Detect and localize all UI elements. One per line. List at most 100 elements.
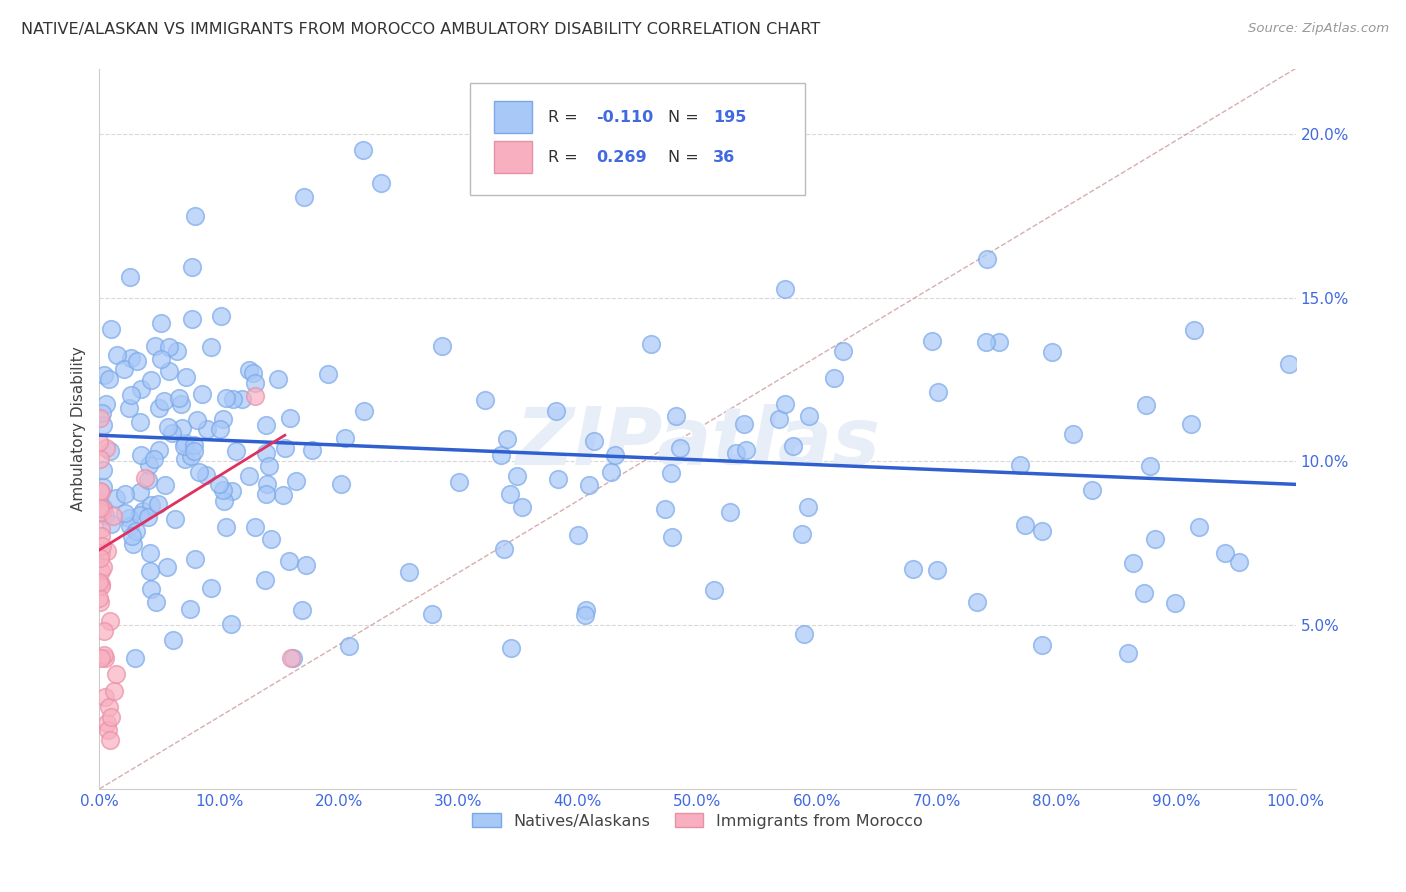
Point: [1122, 556, 1144, 570]
Point: [333, 431, 356, 445]
Point: [254, 446, 277, 460]
Point: [163, 512, 186, 526]
Point: [160, 425, 183, 440]
Point: [112, 362, 135, 376]
Point: [212, 493, 235, 508]
Point: [174, 452, 197, 467]
Point: [1133, 586, 1156, 600]
Point: [492, 542, 515, 557]
Text: -0.110: -0.110: [596, 110, 652, 125]
Point: [94, 441, 117, 455]
Point: [129, 415, 152, 429]
Point: [188, 465, 211, 479]
Point: [200, 340, 222, 354]
Point: [544, 404, 567, 418]
Point: [100, 517, 122, 532]
Point: [134, 471, 156, 485]
Point: [654, 501, 676, 516]
Point: [640, 336, 662, 351]
Point: [90, 529, 112, 543]
Point: [1040, 344, 1063, 359]
Point: [174, 436, 197, 450]
Point: [155, 559, 177, 574]
Point: [89, 411, 111, 425]
Point: [1143, 532, 1166, 546]
Point: [301, 443, 323, 458]
Point: [832, 344, 855, 359]
Point: [294, 558, 316, 573]
Point: [256, 476, 278, 491]
Point: [98, 372, 121, 386]
Point: [793, 627, 815, 641]
Point: [370, 176, 392, 190]
Point: [153, 394, 176, 409]
FancyBboxPatch shape: [470, 83, 806, 194]
Point: [599, 465, 621, 479]
Point: [575, 603, 598, 617]
Point: [725, 446, 748, 460]
Point: [96, 716, 118, 731]
Point: [121, 537, 143, 551]
Point: [93, 624, 115, 638]
Point: [98, 615, 121, 629]
Point: [1014, 517, 1036, 532]
Point: [148, 442, 170, 457]
Point: [567, 528, 589, 542]
Point: [1139, 459, 1161, 474]
Point: [138, 458, 160, 473]
Point: [114, 487, 136, 501]
Point: [157, 340, 180, 354]
Point: [94, 651, 117, 665]
Point: [90, 651, 112, 665]
Point: [170, 397, 193, 411]
Point: [284, 474, 307, 488]
Point: [208, 477, 231, 491]
Point: [155, 478, 177, 492]
Point: [254, 417, 277, 432]
Point: [280, 651, 302, 665]
Point: [104, 491, 127, 506]
Legend: Natives/Alaskans, Immigrants from Morocco: Natives/Alaskans, Immigrants from Morocc…: [465, 806, 929, 835]
Point: [118, 270, 141, 285]
Bar: [494, 101, 533, 133]
Point: [242, 366, 264, 380]
Point: [181, 260, 204, 274]
Point: [89, 501, 111, 516]
Point: [100, 322, 122, 336]
Point: [181, 311, 204, 326]
Point: [125, 354, 148, 368]
Text: N =: N =: [668, 110, 699, 125]
Point: [988, 334, 1011, 349]
Point: [173, 440, 195, 454]
Point: [1184, 323, 1206, 337]
Point: [260, 533, 283, 547]
Point: [718, 505, 741, 519]
Point: [118, 401, 141, 416]
Point: [927, 385, 949, 400]
Point: [103, 683, 125, 698]
Point: [129, 508, 152, 522]
Point: [966, 595, 988, 609]
Point: [90, 539, 112, 553]
Point: [245, 376, 267, 391]
Point: [183, 444, 205, 458]
Point: [703, 583, 725, 598]
Point: [574, 607, 596, 622]
Point: [89, 575, 111, 590]
Point: [1215, 546, 1237, 560]
Point: [432, 339, 454, 353]
Point: [195, 467, 218, 482]
Point: [254, 487, 277, 501]
Point: [139, 564, 162, 578]
Point: [139, 499, 162, 513]
Point: [823, 370, 845, 384]
Point: [734, 442, 756, 457]
Point: [773, 397, 796, 411]
Point: [329, 476, 352, 491]
Point: [292, 189, 315, 203]
Point: [89, 451, 111, 466]
Point: [1180, 417, 1202, 431]
Point: [797, 409, 820, 423]
Point: [316, 367, 339, 381]
Point: [157, 420, 180, 434]
